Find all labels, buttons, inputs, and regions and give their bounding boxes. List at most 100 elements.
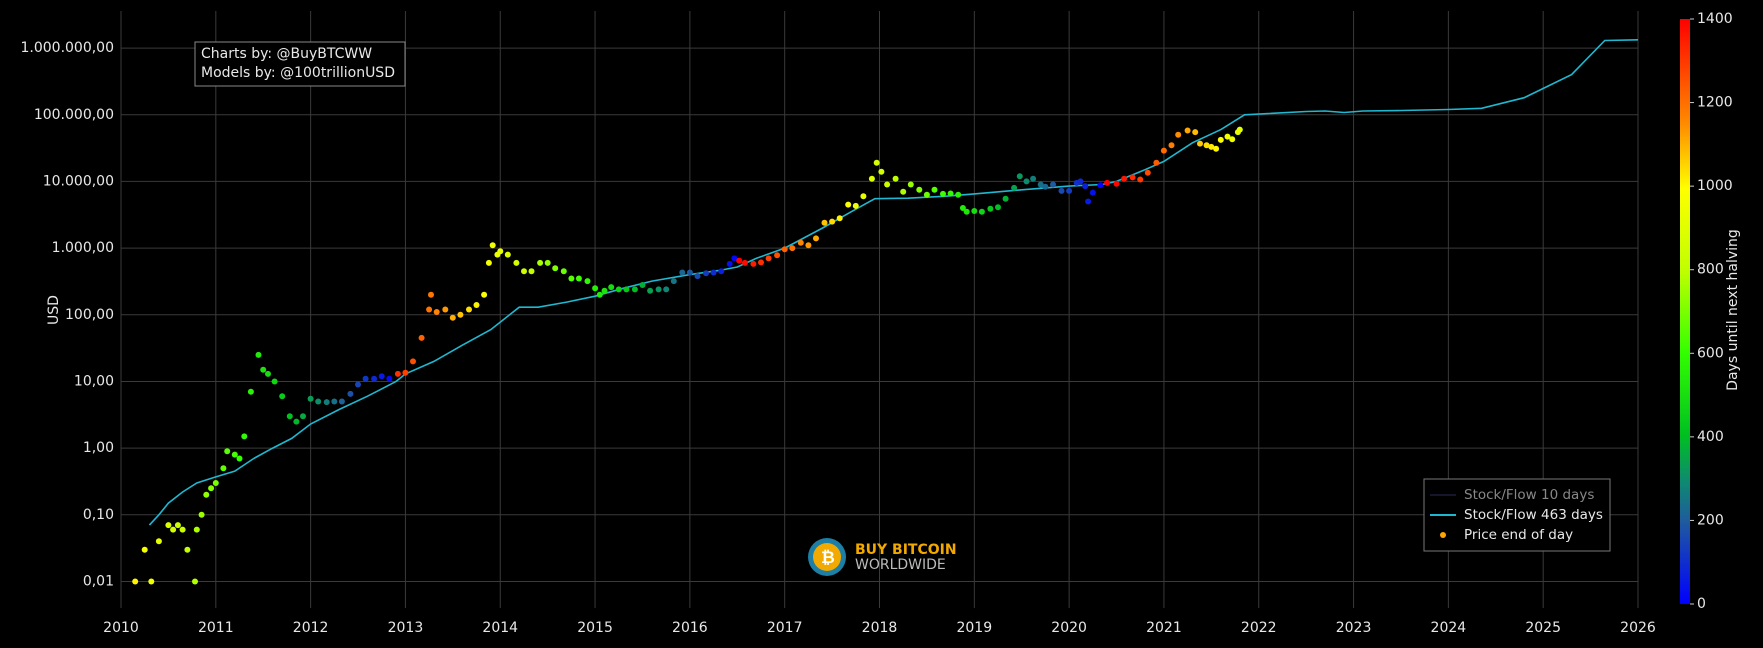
price-point: [362, 375, 369, 382]
price-point: [265, 370, 271, 377]
x-tick-label: 2012: [293, 620, 329, 636]
price-point: [132, 578, 139, 585]
x-tick-label: 2013: [388, 620, 424, 636]
annotation: Models by: @100trillionUSD: [201, 65, 395, 81]
price-point: [1175, 131, 1182, 138]
price-point: [481, 291, 488, 298]
colorbar-tick-label: 800: [1697, 262, 1724, 278]
price-point: [504, 251, 511, 258]
price-point: [184, 546, 191, 553]
price-point: [726, 260, 733, 267]
price-point: [208, 485, 215, 492]
price-point: [868, 175, 875, 182]
price-point: [1113, 180, 1120, 187]
price-point: [286, 413, 293, 420]
price-point: [797, 239, 804, 246]
price-point: [852, 202, 859, 209]
price-point: [537, 259, 544, 266]
logo-symbol: ₿: [821, 548, 835, 568]
price-point: [1208, 143, 1215, 150]
price-point: [307, 395, 314, 402]
price-point: [1213, 145, 1220, 152]
price-point: [1050, 181, 1056, 188]
price-point: [821, 219, 828, 226]
price-point: [203, 491, 210, 498]
logo-title: BUY BITCOIN: [855, 542, 957, 558]
price-point: [971, 208, 978, 214]
price-point: [679, 269, 686, 276]
price-point: [1236, 126, 1243, 133]
price-point: [741, 259, 748, 266]
price-point: [231, 451, 238, 458]
price-point: [1016, 173, 1023, 180]
price-point: [473, 302, 480, 308]
price-point: [489, 242, 496, 249]
price-point: [1160, 147, 1167, 154]
price-point: [271, 378, 278, 385]
price-point: [873, 159, 880, 166]
price-point: [241, 433, 248, 440]
price-point: [813, 235, 819, 242]
price-point: [402, 369, 409, 376]
price-point: [338, 398, 345, 405]
y-tick-label: 100.000,00: [34, 107, 114, 123]
x-tick-label: 2026: [1620, 620, 1656, 636]
legend-label: Stock/Flow 463 days: [1464, 507, 1603, 523]
price-point: [426, 306, 433, 313]
x-tick-label: 2017: [767, 620, 803, 636]
price-point: [1168, 142, 1175, 149]
x-tick-label: 2010: [103, 620, 139, 636]
price-point: [805, 242, 812, 249]
price-point: [449, 314, 456, 321]
y-tick-label: 1.000.000,00: [20, 40, 114, 56]
price-point: [923, 191, 930, 198]
price-point: [1217, 136, 1224, 143]
price-point: [528, 268, 535, 275]
y-tick-label: 1,00: [83, 440, 114, 456]
price-point: [731, 255, 738, 262]
price-point: [513, 259, 520, 266]
x-tick-label: 2018: [862, 620, 898, 636]
legend-label: Stock/Flow 10 days: [1464, 487, 1594, 503]
price-point: [995, 204, 1001, 211]
price-point: [315, 398, 322, 405]
price-point: [260, 366, 267, 373]
y-tick-label: 10,00: [74, 373, 114, 389]
price-point: [860, 193, 867, 200]
price-point: [655, 286, 662, 293]
price-point: [596, 291, 603, 298]
price-point: [615, 286, 622, 293]
price-point: [224, 448, 231, 455]
price-point: [1085, 198, 1092, 205]
colorbar-tick-label: 1000: [1697, 178, 1733, 194]
price-point: [758, 259, 764, 266]
x-tick-label: 2011: [198, 620, 234, 636]
colorbar-tick-label: 400: [1697, 429, 1724, 445]
price-point: [623, 286, 630, 293]
price-point: [1058, 187, 1065, 194]
price-point: [575, 275, 582, 282]
price-point: [1002, 195, 1009, 202]
y-tick-label: 1.000,00: [52, 240, 114, 256]
logo: ₿ BUY BITCOIN WORLDWIDE: [808, 538, 957, 576]
price-point: [1037, 181, 1044, 188]
price-point: [1104, 179, 1111, 186]
legend-symbol: [1440, 532, 1446, 538]
price-point: [279, 393, 286, 400]
colorbar-title: Days until next halving: [1725, 229, 1741, 391]
price-point: [394, 370, 401, 377]
colorbar-tick-label: 200: [1697, 512, 1724, 528]
price-point: [521, 268, 527, 275]
price-point: [694, 273, 701, 280]
price-point: [466, 306, 472, 313]
price-point: [601, 287, 608, 294]
price-point: [428, 291, 434, 298]
x-tick-label: 2022: [1241, 620, 1277, 636]
price-point: [1129, 174, 1136, 181]
x-tick-label: 2014: [482, 620, 518, 636]
price-point: [485, 259, 492, 266]
price-point: [608, 284, 615, 291]
x-tick-label: 2016: [672, 620, 708, 636]
price-point: [670, 278, 677, 285]
price-point: [1077, 178, 1084, 185]
